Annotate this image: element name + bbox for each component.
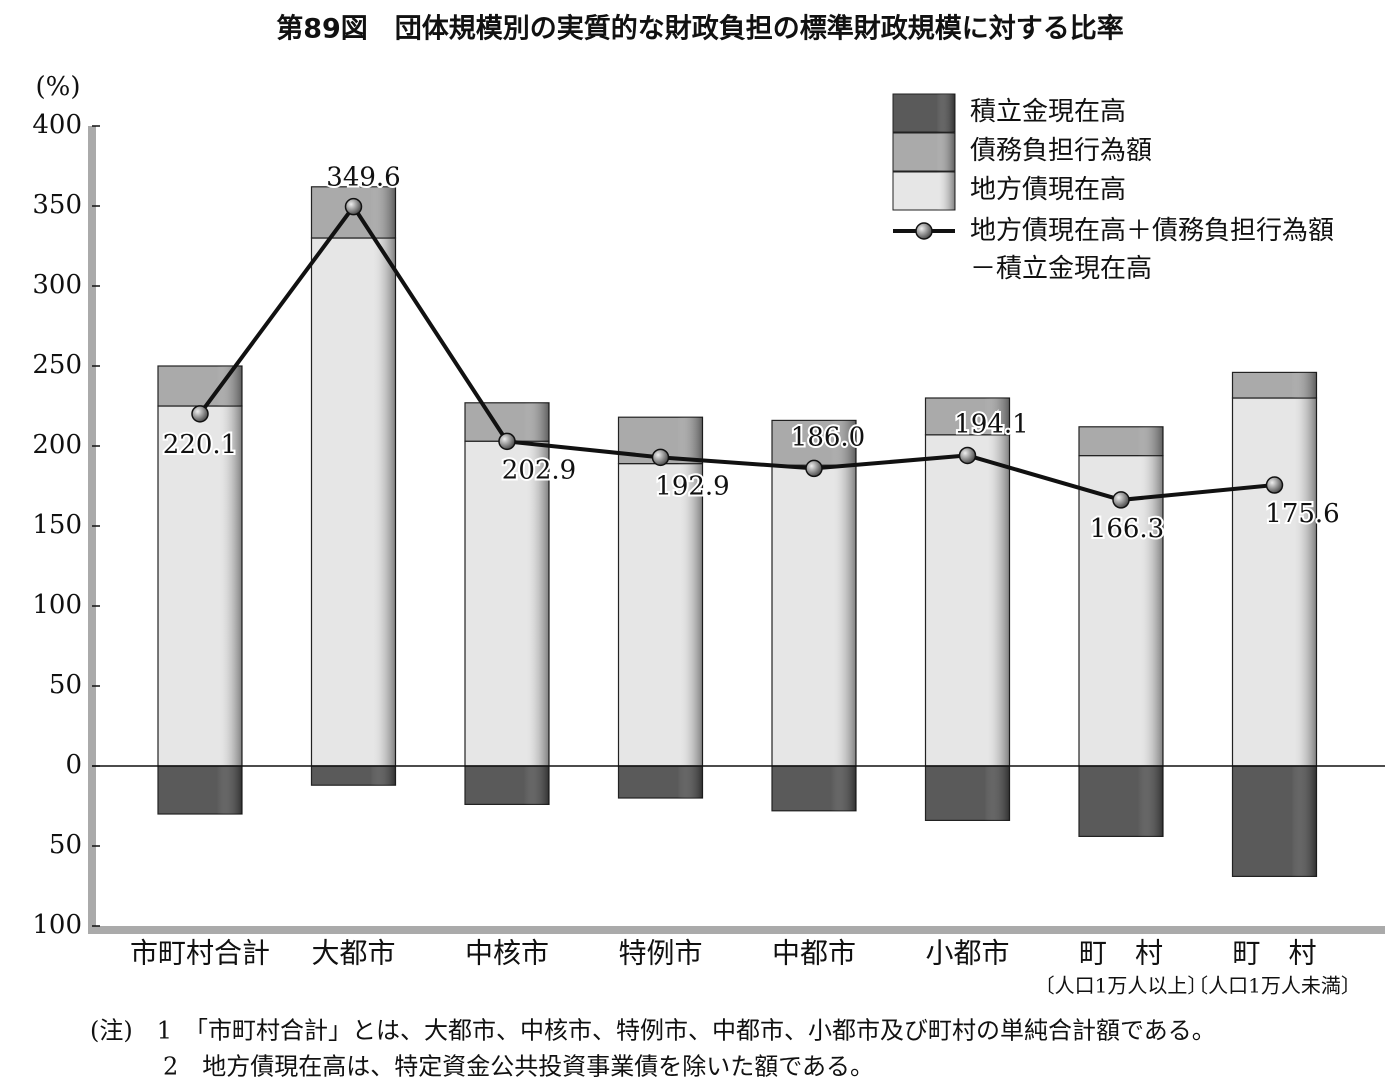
y-tick-label: 50	[49, 830, 82, 860]
y-tick-label: 50	[49, 670, 82, 700]
legend-shade	[893, 133, 955, 171]
y-unit: (%)	[36, 72, 81, 102]
y-tick-label: 150	[32, 510, 82, 540]
y-tick-label: 200	[32, 430, 82, 460]
line-marker	[1112, 491, 1130, 509]
line-marker	[498, 432, 516, 451]
legend-label: 債務負担行為額	[970, 136, 1152, 166]
line-marker	[651, 448, 670, 467]
note: 2 地方債現在高は、特定資金公共投資事業債を除いた額である。	[163, 1053, 874, 1081]
y-tick-label: 300	[32, 270, 82, 300]
legend-marker	[915, 222, 933, 240]
bar-shade	[925, 434, 1010, 766]
bar-shade	[1232, 398, 1317, 766]
axis-frame	[88, 926, 1385, 934]
legend-label: 積立金現在高	[970, 97, 1126, 127]
line-marker	[805, 459, 823, 478]
data-label: 192.9	[655, 471, 729, 501]
bar-shade	[311, 238, 396, 766]
y-tick-label: 0	[65, 750, 82, 780]
bar-shade	[772, 420, 856, 466]
data-label: 186.0	[791, 422, 865, 452]
x-tick-label: 大都市	[311, 937, 395, 970]
bar-shade	[1079, 426, 1163, 456]
data-label: 175.6	[1265, 499, 1339, 529]
bar-shade	[925, 766, 1010, 821]
bar-shade	[311, 766, 396, 786]
x-tick-label: 中都市	[772, 937, 856, 970]
y-tick-label: 400	[32, 110, 82, 140]
y-tick-label: 100	[32, 590, 82, 620]
bar-shade	[158, 766, 242, 814]
legend-label: 地方債現在高	[970, 175, 1126, 205]
bar-shade	[1079, 766, 1163, 837]
bar-shade	[618, 766, 703, 798]
x-tick-note: 〔人口1万人以上〕	[1035, 974, 1208, 998]
note: (注) 1 「市町村合計」とは、大都市、中核市、特例市、中都市、小都市及び町村の…	[90, 1017, 1216, 1045]
bar-shade	[465, 766, 549, 805]
x-tick-label: 町 村	[1079, 937, 1163, 970]
bar-shade	[925, 398, 1010, 435]
bar-shade	[772, 465, 856, 766]
line-series	[198, 203, 1275, 502]
data-label: 194.1	[954, 409, 1028, 439]
legend-shade	[893, 172, 955, 210]
x-tick-label: 小都市	[925, 937, 1009, 970]
chart-title: 第89図 団体規模別の実質的な財政負担の標準財政規模に対する比率	[276, 13, 1124, 45]
x-tick-label: 特例市	[618, 937, 702, 970]
axis-frame	[88, 126, 96, 930]
legend-shade	[893, 94, 955, 132]
bar-shade	[158, 366, 242, 406]
line-marker	[1265, 476, 1284, 494]
x-tick-label: 中核市	[465, 937, 549, 970]
bar-shade	[1232, 372, 1317, 398]
line-marker	[958, 446, 977, 465]
legend-label: 地方債現在高＋債務負担行為額－積立金現在高	[970, 216, 1335, 284]
line-marker	[344, 197, 363, 216]
data-label: 166.3	[1090, 514, 1164, 544]
data-label: 220.1	[163, 430, 237, 460]
data-label: 202.9	[502, 455, 576, 485]
bar-shade	[158, 406, 242, 766]
bar-shade	[772, 766, 856, 811]
x-tick-label: 市町村合計	[130, 937, 270, 970]
x-tick-label: 町 村	[1232, 937, 1316, 970]
bar-shade	[1232, 766, 1317, 877]
data-label: 349.6	[326, 163, 400, 193]
bar-shade	[465, 441, 549, 766]
line-marker	[191, 405, 209, 423]
y-tick-label: 350	[32, 190, 82, 220]
bar-shade	[618, 463, 703, 766]
y-tick-label: 250	[32, 350, 82, 380]
x-tick-note: 〔人口1万人未満〕	[1188, 974, 1361, 998]
y-tick-label: 100	[32, 910, 82, 940]
